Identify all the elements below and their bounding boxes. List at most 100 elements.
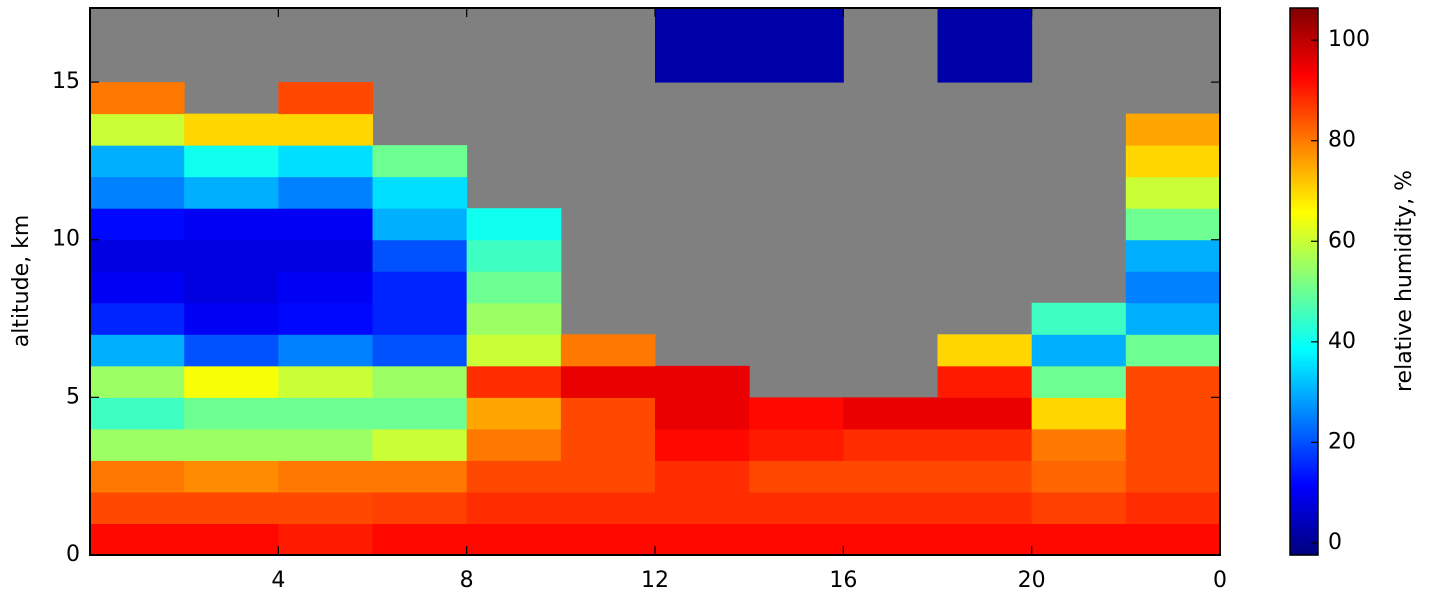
colorbar-label: relative humidity, %	[1392, 170, 1417, 392]
colorbar-step	[1290, 133, 1318, 138]
heatmap-cell	[90, 176, 185, 209]
colorbar-step	[1290, 120, 1318, 124]
colorbar-tick-label: 100	[1328, 27, 1370, 52]
colorbar-tick-label: 20	[1328, 429, 1356, 454]
heatmap-cell	[560, 428, 656, 461]
colorbar-step	[1290, 95, 1318, 99]
heatmap-cell	[937, 523, 1033, 555]
colorbar-step	[1290, 377, 1318, 381]
colorbar-step	[1290, 445, 1318, 449]
heatmap-cell	[937, 8, 1033, 20]
colorbar-step	[1290, 530, 1318, 534]
heatmap-cell	[466, 397, 562, 430]
colorbar-step	[1290, 68, 1318, 72]
colorbar-step	[1290, 185, 1318, 190]
colorbar-step	[1290, 308, 1318, 313]
heatmap-cell	[655, 8, 750, 20]
colorbar-step	[1290, 193, 1318, 198]
colorbar-step	[1290, 177, 1318, 181]
colorbar-step	[1290, 552, 1318, 556]
colorbar-step	[1290, 103, 1318, 108]
heatmap-cell	[560, 491, 656, 524]
heatmap-cell	[278, 365, 373, 398]
x-tick-label: 16	[829, 568, 857, 593]
heatmap-cell	[1125, 460, 1220, 493]
colorbar-step	[1290, 519, 1318, 523]
colorbar-step	[1290, 21, 1318, 26]
colorbar-step	[1290, 136, 1318, 140]
colorbar-step	[1290, 423, 1318, 428]
colorbar-step	[1290, 265, 1318, 269]
heatmap-cell	[1125, 523, 1220, 555]
colorbar-step	[1290, 237, 1318, 242]
colorbar-step	[1290, 374, 1318, 378]
colorbar-step	[1290, 390, 1318, 395]
colorbar-step	[1290, 470, 1318, 474]
colorbar-step	[1290, 426, 1318, 430]
colorbar-step	[1290, 494, 1318, 499]
colorbar-step	[1290, 199, 1318, 203]
colorbar-step	[1290, 508, 1318, 512]
heatmap-cell	[937, 460, 1033, 493]
colorbar-step	[1290, 240, 1318, 244]
colorbar-tick-label: 0	[1328, 530, 1342, 555]
colorbar-step	[1290, 262, 1318, 266]
heatmap-cell	[372, 397, 468, 430]
y-tick-label: 10	[52, 227, 80, 252]
heatmap-cell	[372, 208, 468, 241]
heatmap-cell	[372, 365, 468, 398]
colorbar-frame	[1289, 7, 1319, 556]
colorbar-step	[1290, 500, 1318, 504]
colorbar-step	[1290, 202, 1318, 206]
colorbar-step	[1290, 327, 1318, 332]
colorbar-step	[1290, 79, 1318, 83]
heatmap-cell	[466, 460, 562, 493]
colorbar-step	[1290, 497, 1318, 501]
colorbar-step	[1290, 369, 1318, 373]
colorbar-step	[1290, 188, 1318, 192]
colorbar-step	[1290, 57, 1318, 61]
colorbar-tick-label: 60	[1328, 228, 1356, 253]
heatmap-cell	[278, 460, 373, 493]
colorbar-step	[1290, 388, 1318, 392]
colorbar-step	[1290, 317, 1318, 321]
colorbar-step	[1290, 382, 1318, 387]
heatmap-cell	[184, 365, 279, 398]
colorbar-step	[1290, 314, 1318, 318]
colorbar-step	[1290, 90, 1318, 94]
colorbar-step	[1290, 546, 1318, 551]
colorbar-step	[1290, 251, 1318, 255]
heatmap-cell	[372, 302, 468, 335]
heatmap-cell	[749, 8, 844, 20]
colorbar-step	[1290, 111, 1318, 116]
colorbar-step	[1290, 549, 1318, 553]
heatmap-cell	[184, 145, 279, 178]
colorbar-step	[1290, 122, 1318, 127]
colorbar-step	[1290, 215, 1318, 220]
heatmap-cell	[1125, 491, 1220, 524]
colorbar-step	[1290, 347, 1318, 351]
colorbar-tick-label: 80	[1328, 128, 1356, 153]
colorbar-step	[1290, 70, 1318, 75]
heatmap-cell	[1031, 334, 1127, 367]
heatmap-cell	[184, 428, 279, 461]
heatmap-cell	[278, 523, 373, 555]
colorbar-step	[1290, 109, 1318, 113]
colorbar-step	[1290, 453, 1318, 458]
colorbar-step	[1290, 415, 1318, 419]
colorbar-step	[1290, 281, 1318, 285]
colorbar-step	[1290, 267, 1318, 272]
colorbar-step	[1290, 8, 1318, 12]
colorbar-step	[1290, 49, 1318, 53]
heatmap-cell	[90, 460, 185, 493]
colorbar-step	[1290, 410, 1318, 414]
heatmap-cell	[184, 523, 279, 555]
colorbar-step	[1290, 131, 1318, 135]
heatmap-cell	[749, 19, 844, 52]
heatmap-cell	[655, 19, 750, 52]
x-tick-label: 12	[641, 568, 669, 593]
colorbar-step	[1290, 527, 1318, 531]
colorbar-step	[1290, 431, 1318, 436]
x-tick-label: 0	[1213, 568, 1227, 593]
colorbar-step	[1290, 289, 1318, 294]
